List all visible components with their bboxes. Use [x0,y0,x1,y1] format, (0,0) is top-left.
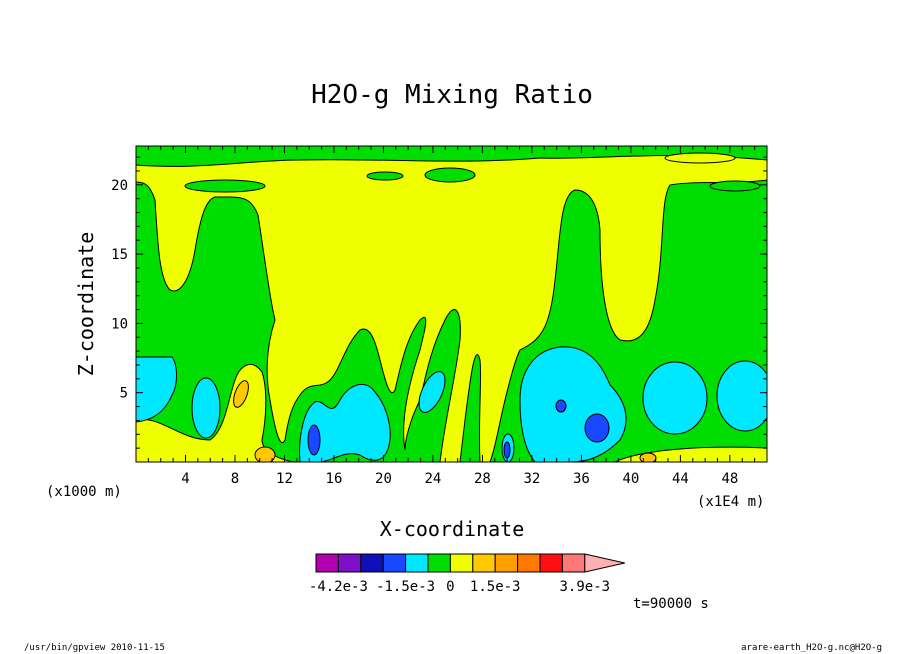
y-axis-ticks: 5 10 15 20 [111,156,767,463]
colorbar-segment [382,553,407,573]
field-yellow-upper [136,155,767,462]
field-cyan-3 [299,383,391,462]
colorbar-label: -1.5e-3 [376,579,435,595]
field-cyan-1 [136,356,177,423]
y-tick-label: 15 [111,247,128,263]
field-green-lens-4 [709,180,761,192]
y-tick-label: 5 [120,386,128,402]
colorbar-label: 3.9e-3 [560,579,611,595]
colorbar-label: 1.5e-3 [470,579,521,595]
x-tick-label: 48 [721,471,738,487]
footer-left: /usr/bin/gpview 2010-11-15 [24,643,165,653]
field-blue-4 [555,399,567,413]
x-tick-label: 12 [276,471,293,487]
plot-area [136,146,767,462]
y-tick-label: 20 [111,178,128,194]
x-axis-ticks: 4 8 12 16 20 24 28 32 36 40 44 48 [135,146,756,487]
colorbar-labels: -4.2e-3 -1.5e-3 0 1.5e-3 3.9e-3 [309,579,610,595]
x-tick-label: 16 [326,471,343,487]
colorbar-segment [405,553,429,573]
chart-title: H2O-g Mixing Ratio [311,80,593,110]
field-green-lens-2 [366,171,404,181]
time-label: t=90000 s [633,596,709,612]
field-blue-2 [503,441,511,459]
field-green-lens-1 [424,167,476,183]
colorbar-segment [427,553,451,573]
field-blue-3 [584,413,610,443]
colorbar-label: 0 [446,579,454,595]
field-cyan-2 [191,377,221,439]
x-axis-label: X-coordinate [380,517,525,541]
field-blue-1 [307,424,321,456]
x-tick-label: 40 [622,471,639,487]
field-yellow-lens-1 [664,152,736,164]
y-tick-label: 10 [111,316,128,332]
field-cyan-7 [716,360,767,432]
field-cyan-6 [642,361,708,435]
field-cyan-4 [418,371,446,413]
field-orange-1 [233,380,249,408]
x-unit-left: (x1000 m) [46,484,122,500]
x-tick-label: 28 [474,471,491,487]
colorbar-segment [360,553,384,573]
colorbar-segment [337,553,362,573]
plot-frame [135,145,768,463]
colorbar [315,553,625,573]
colorbar-arrow [584,553,625,573]
colorbar-segment [561,553,586,573]
x-tick-label: 44 [672,471,689,487]
colorbar-segment [494,553,519,573]
field-green-lens-3 [184,179,266,193]
x-tick-label: 20 [375,471,392,487]
footer-right: arare-earth_H2O-g.nc@H2O-g [741,643,882,653]
x-tick-label: 32 [523,471,540,487]
x-unit-right: (x1E4 m) [697,494,764,510]
x-tick-label: 36 [573,471,590,487]
colorbar-segment [449,553,474,573]
colorbar-segment [472,553,496,573]
colorbar-segment [315,553,339,573]
x-tick-label: 8 [231,471,239,487]
colorbar-label: -4.2e-3 [309,579,368,595]
y-axis-label: Z-coordinate [74,232,98,377]
colorbar-segment [517,553,541,573]
x-tick-label: 24 [425,471,442,487]
colorbar-segment [539,553,563,573]
x-tick-label: 4 [181,471,189,487]
